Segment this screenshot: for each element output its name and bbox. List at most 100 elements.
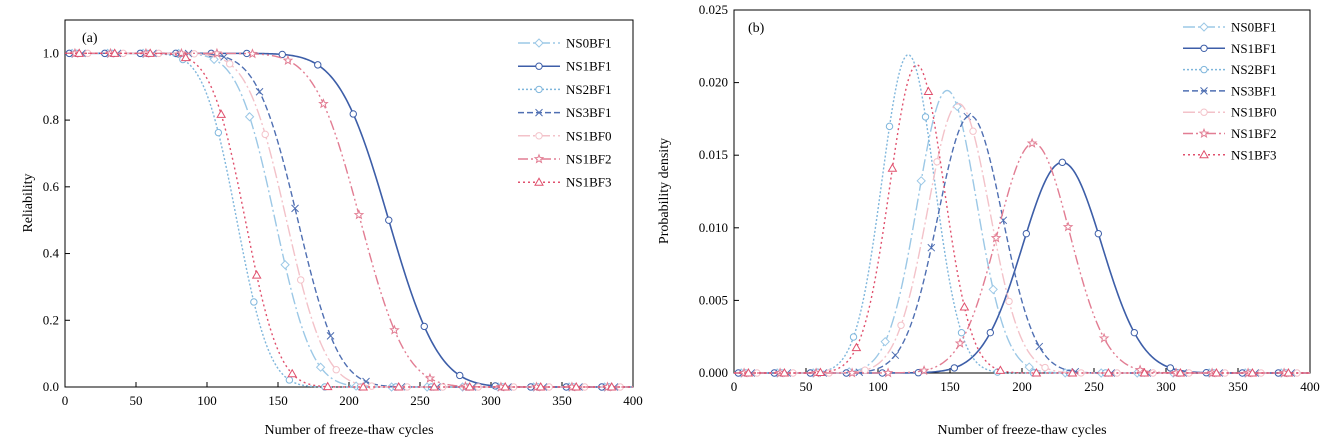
series-marker <box>180 52 191 62</box>
panel-a: (a) Number of freeze-thaw cycles Reliabi… <box>21 19 643 438</box>
y-tick-label: 0.020 <box>699 75 728 90</box>
series-marker <box>1031 367 1042 377</box>
panel-a-curves <box>65 47 633 392</box>
series-marker <box>1026 137 1038 148</box>
y-tick-label: 0.010 <box>699 220 728 235</box>
y-tick-label: 0.0 <box>43 379 59 394</box>
series-marker <box>535 381 546 391</box>
panel-b-x-axis-label: Number of freeze-thaw cycles <box>937 423 1106 438</box>
series-line-ns1bf1 <box>65 52 633 388</box>
series-marker <box>1058 158 1067 167</box>
series-marker <box>923 86 934 96</box>
series-marker <box>1024 362 1034 372</box>
x-tick-label: 50 <box>800 379 813 394</box>
series-marker <box>420 322 428 331</box>
series-marker <box>326 331 335 340</box>
series-marker <box>315 362 326 372</box>
y-tick-label: 0.6 <box>43 179 60 194</box>
series-ns0bf1 <box>65 48 633 392</box>
legend-label: NS1BF0 <box>1231 105 1277 120</box>
y-tick-label: 0.005 <box>699 292 728 307</box>
legend-marker <box>533 153 545 164</box>
panel-b-ticks: 0 50 100 150 200 250 300 350 400 0.000 0.005 0.010 0… <box>699 2 1320 394</box>
legend-marker <box>1199 22 1209 32</box>
series-marker <box>424 372 436 383</box>
series-marker <box>1211 367 1222 377</box>
series-marker <box>887 163 898 172</box>
legend-marker <box>1200 108 1208 116</box>
panel-a-frame <box>64 19 634 388</box>
series-marker <box>349 110 357 118</box>
x-tick-label: 350 <box>1228 379 1248 394</box>
x-tick-label: 150 <box>940 379 960 394</box>
x-tick-label: 350 <box>552 393 572 408</box>
y-tick-label: 0.4 <box>43 246 60 261</box>
series-marker <box>849 333 858 341</box>
series-marker <box>318 98 329 109</box>
legend-marker <box>535 85 543 94</box>
panel-a-legend: NS0BF1 NS1BF1 NS2BF1 NS3BF1 NS1BF0 NS1BF2 NS1B… <box>518 36 612 190</box>
series-ns1bf3 <box>734 64 1310 377</box>
x-tick-label: 200 <box>1012 379 1032 394</box>
panel-a-x-axis-label: Number of freeze-thaw cycles <box>264 423 433 438</box>
series-ns1bf0 <box>65 49 633 391</box>
series-marker <box>500 381 511 391</box>
series-marker <box>216 109 227 118</box>
series-marker <box>1139 367 1150 377</box>
y-tick-label: 0.025 <box>699 2 728 17</box>
series-marker <box>247 48 258 59</box>
series-marker <box>606 381 617 391</box>
series-marker <box>990 232 1002 243</box>
series-marker <box>429 381 440 391</box>
series-marker <box>109 48 120 57</box>
series-marker <box>393 381 404 391</box>
series-marker <box>916 176 926 186</box>
x-tick-label: 250 <box>410 393 430 408</box>
panel-b-frame <box>733 9 1311 374</box>
series-marker <box>1134 364 1146 375</box>
panel-b-y-axis-label: Probability density <box>657 138 672 244</box>
legend-label: NS3BF1 <box>1231 83 1277 98</box>
series-ns1bf0 <box>734 102 1310 377</box>
legend-label: NS1BF3 <box>1231 147 1277 162</box>
series-marker <box>921 113 930 121</box>
series-marker <box>1094 229 1103 238</box>
series-marker <box>1022 229 1031 238</box>
series-marker <box>950 364 959 372</box>
series-marker <box>995 365 1006 374</box>
panel-a-label: (a) <box>82 31 98 46</box>
series-marker <box>927 243 936 252</box>
series-marker <box>250 298 258 306</box>
legend-label: NS1BF2 <box>566 152 612 167</box>
series-marker <box>314 61 322 69</box>
x-tick-label: 100 <box>868 379 888 394</box>
series-marker <box>291 204 299 213</box>
series-ns3bf1 <box>734 112 1310 377</box>
legend-label: NS1BF3 <box>566 175 612 190</box>
series-marker <box>226 60 234 68</box>
legend-label: NS3BF1 <box>566 105 612 120</box>
panel-b-legend: NS0BF1 NS1BF1 NS2BF1 NS3BF1 NS1BF0 NS1BF2 NS1B… <box>1183 20 1277 162</box>
series-marker <box>1175 367 1186 377</box>
series-marker <box>1041 363 1049 372</box>
x-tick-label: 150 <box>268 393 288 408</box>
legend-marker <box>534 177 544 186</box>
series-marker <box>287 368 298 378</box>
series-marker <box>74 48 85 57</box>
series-marker <box>743 367 754 377</box>
legend-label: NS2BF1 <box>566 82 612 97</box>
series-ns0bf1 <box>734 89 1310 378</box>
series-ns1bf1 <box>734 158 1310 377</box>
series-marker <box>285 376 294 384</box>
series-marker <box>282 54 294 66</box>
x-tick-label: 400 <box>623 393 643 408</box>
series-marker <box>1166 364 1175 372</box>
series-marker <box>385 216 393 224</box>
series-marker <box>1103 367 1114 377</box>
legend-label: NS1BF1 <box>566 59 612 74</box>
series-marker <box>1035 342 1044 351</box>
series-marker <box>358 381 369 391</box>
series-marker <box>456 371 464 380</box>
series-marker <box>1062 221 1074 232</box>
